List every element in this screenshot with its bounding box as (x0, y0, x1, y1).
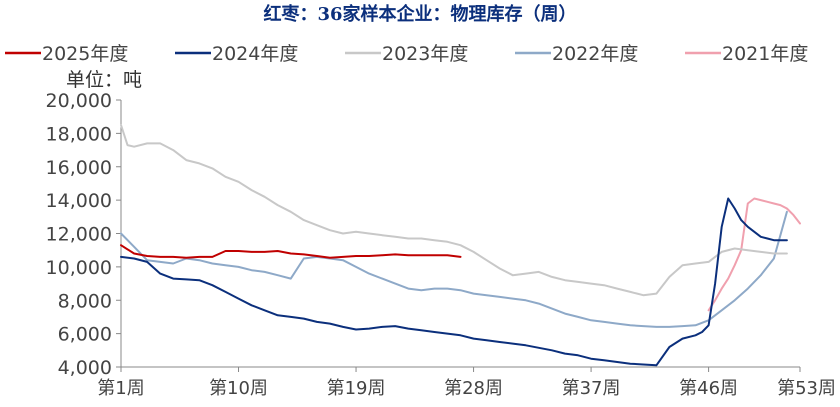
legend-label: 2024年度 (212, 43, 298, 65)
series-lines (120, 124, 801, 367)
y-tick-label: 8,000 (58, 290, 112, 312)
series-line-2025年度 (120, 244, 462, 259)
x-tick-label: 第1周 (97, 378, 144, 399)
y-tick-label: 18,000 (46, 123, 112, 145)
y-tick-label: 20,000 (46, 90, 112, 112)
x-axis: 第1周 第10周 第19周 第28周 第37周 第46周 第53周 (97, 366, 836, 399)
x-tick-label: 第19周 (327, 378, 386, 399)
x-tick-label: 第10周 (209, 378, 268, 399)
x-tick-label: 第28周 (444, 378, 503, 399)
unit-label: 单位：吨 (66, 69, 142, 91)
y-tick-label: 16,000 (46, 157, 112, 179)
y-axis: 4,000 6,000 8,000 10,000 12,000 14,000 16,000 1… (46, 90, 122, 379)
legend-label: 2023年度 (382, 43, 468, 65)
series-line-2024年度 (120, 197, 788, 367)
y-tick-label: 14,000 (46, 190, 112, 212)
series-line-2021年度 (707, 197, 801, 312)
x-tick-label: 第37周 (562, 378, 621, 399)
legend-label: 2022年度 (552, 43, 638, 65)
y-tick-label: 6,000 (58, 324, 112, 346)
legend-label: 2021年度 (722, 43, 808, 65)
chart-legend: 2025年度 2024年度 2023年度 2022年度 2021年度 (5, 43, 808, 65)
y-tick-label: 10,000 (46, 257, 112, 279)
series-line-2023年度 (120, 124, 788, 297)
y-tick-label: 4,000 (58, 357, 112, 379)
chart-title: 红枣：36家样本企业：物理库存（周） (263, 3, 576, 25)
x-tick-label: 第53周 (777, 378, 836, 399)
legend-label: 2025年度 (42, 43, 128, 65)
x-tick-label: 第46周 (679, 378, 738, 399)
y-tick-label: 12,000 (46, 224, 112, 246)
series-line-2022年度 (120, 210, 788, 328)
